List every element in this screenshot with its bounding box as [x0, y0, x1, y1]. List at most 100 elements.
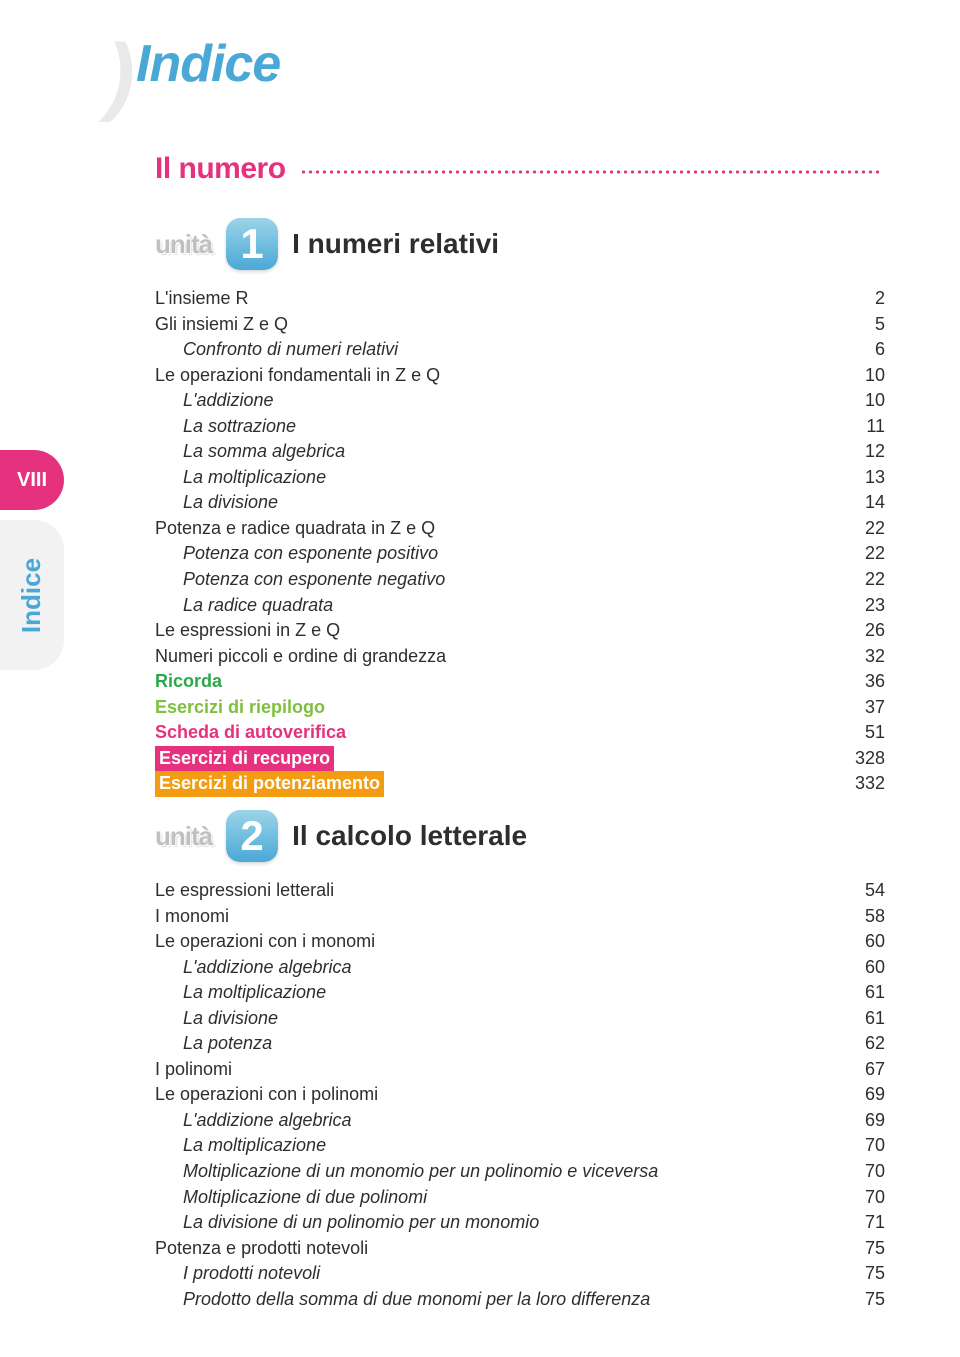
toc-row: La moltiplicazione13 — [155, 465, 885, 491]
toc-label: Le espressioni letterali — [155, 878, 835, 904]
toc-row: Moltiplicazione di due polinomi70 — [155, 1185, 885, 1211]
toc-row: La potenza62 — [155, 1031, 885, 1057]
toc-page: 11 — [835, 414, 885, 440]
toc-row: I monomi58 — [155, 904, 885, 930]
toc-row: Le espressioni letterali54 — [155, 878, 885, 904]
toc-row: La moltiplicazione61 — [155, 980, 885, 1006]
toc-page: 60 — [835, 955, 885, 981]
toc-label: Esercizi di riepilogo — [155, 695, 835, 721]
toc-page: 61 — [835, 1006, 885, 1032]
unit-number-badge: 2 — [226, 810, 278, 862]
toc-label: I polinomi — [155, 1057, 835, 1083]
page-title: Indice — [136, 34, 280, 94]
toc-row: Esercizi di recupero328 — [155, 746, 885, 772]
toc-label: Potenza con esponente negativo — [155, 567, 835, 593]
toc-row: La divisione di un polinomio per un mono… — [155, 1210, 885, 1236]
toc-row: Scheda di autoverifica 51 — [155, 720, 885, 746]
toc-page: 58 — [835, 904, 885, 930]
toc-label: La moltiplicazione — [155, 465, 835, 491]
toc-page: 67 — [835, 1057, 885, 1083]
toc-label: Le operazioni fondamentali in Z e Q — [155, 363, 835, 389]
toc-row: Potenza con esponente positivo22 — [155, 541, 885, 567]
toc-label: La moltiplicazione — [155, 980, 835, 1006]
toc-label: La moltiplicazione — [155, 1133, 835, 1159]
toc-label: Potenza e prodotti notevoli — [155, 1236, 835, 1262]
toc-page: 10 — [835, 363, 885, 389]
toc-label: Le operazioni con i polinomi — [155, 1082, 835, 1108]
toc-label-styled: Ricorda — [155, 671, 222, 691]
toc-label: La potenza — [155, 1031, 835, 1057]
toc-label: Confronto di numeri relativi — [155, 337, 835, 363]
toc-label: La divisione — [155, 1006, 835, 1032]
toc-label: L'addizione algebrica — [155, 955, 835, 981]
toc-page: 14 — [835, 490, 885, 516]
toc-page: 60 — [835, 929, 885, 955]
toc-label: L'addizione — [155, 388, 835, 414]
toc-label: Potenza con esponente positivo — [155, 541, 835, 567]
toc-label: La sottrazione — [155, 414, 835, 440]
toc-label: Le operazioni con i monomi — [155, 929, 835, 955]
toc-row: L'addizione10 — [155, 388, 885, 414]
toc-label: La somma algebrica — [155, 439, 835, 465]
toc-row: Ricorda36 — [155, 669, 885, 695]
toc-page: 70 — [835, 1159, 885, 1185]
toc-label: Moltiplicazione di due polinomi — [155, 1185, 835, 1211]
toc-row: Le operazioni con i monomi60 — [155, 929, 885, 955]
toc-label: Scheda di autoverifica — [155, 720, 835, 746]
toc-label: Le espressioni in Z e Q — [155, 618, 835, 644]
toc-label: Potenza e radice quadrata in Z e Q — [155, 516, 835, 542]
toc-row: Potenza e radice quadrata in Z e Q22 — [155, 516, 885, 542]
toc-row: La divisione14 — [155, 490, 885, 516]
page-title-shadow: ) — [106, 26, 131, 125]
toc-page: 75 — [835, 1287, 885, 1313]
unit-block: unità1I numeri relativi L'insieme R2Gli i… — [155, 218, 885, 797]
toc-label: Moltiplicazione di un monomio per un pol… — [155, 1159, 835, 1185]
toc-page: 75 — [835, 1261, 885, 1287]
toc-page: 328 — [835, 746, 885, 772]
unit-title: Il calcolo letterale — [292, 820, 527, 852]
unit-header: unità1I numeri relativi — [155, 218, 885, 270]
toc-row: I prodotti notevoli75 — [155, 1261, 885, 1287]
section-label: Il numero — [155, 152, 286, 186]
toc-row: Esercizi di riepilogo37 — [155, 695, 885, 721]
toc-page: 69 — [835, 1082, 885, 1108]
unit-title: I numeri relativi — [292, 228, 499, 260]
toc-label: La divisione di un polinomio per un mono… — [155, 1210, 835, 1236]
toc-label: Numeri piccoli e ordine di grandezza — [155, 644, 835, 670]
toc-page: 6 — [835, 337, 885, 363]
toc-row: L'addizione algebrica60 — [155, 955, 885, 981]
toc-page: 22 — [835, 567, 885, 593]
toc-page: 69 — [835, 1108, 885, 1134]
toc-label: La radice quadrata — [155, 593, 835, 619]
unit-header: unità 2 Il calcolo letterale — [155, 810, 885, 862]
unit-label: unità — [155, 821, 212, 852]
toc-row: La divisione61 — [155, 1006, 885, 1032]
side-tab-indice-label: Indice — [17, 557, 48, 632]
toc-page: 51 — [835, 720, 885, 746]
toc-page: 5 — [835, 312, 885, 338]
toc-row: Numeri piccoli e ordine di grandezza32 — [155, 644, 885, 670]
toc-row: Le espressioni in Z e Q26 — [155, 618, 885, 644]
toc-page: 70 — [835, 1133, 885, 1159]
toc-label: Gli insiemi Z e Q — [155, 312, 835, 338]
toc-page: 61 — [835, 980, 885, 1006]
toc-page: 22 — [835, 541, 885, 567]
section-dots — [300, 170, 880, 174]
toc-label: I monomi — [155, 904, 835, 930]
toc-label-styled: Esercizi di riepilogo — [155, 697, 325, 717]
toc-page: 22 — [835, 516, 885, 542]
toc-list: L'insieme R2Gli insiemi Z e Q5Confronto … — [155, 286, 885, 797]
toc-row: Gli insiemi Z e Q5 — [155, 312, 885, 338]
toc-row: Potenza e prodotti notevoli75 — [155, 1236, 885, 1262]
toc-row: L'insieme R2 — [155, 286, 885, 312]
toc-list: Le espressioni letterali54I monomi58Le o… — [155, 878, 885, 1312]
toc-label-styled: Scheda di autoverifica — [155, 722, 346, 742]
toc-row: I polinomi67 — [155, 1057, 885, 1083]
toc-row: Potenza con esponente negativo22 — [155, 567, 885, 593]
toc-page: 332 — [835, 771, 885, 797]
toc-label: L'insieme R — [155, 286, 835, 312]
toc-label: Ricorda — [155, 669, 835, 695]
toc-label-styled: Esercizi di potenziamento — [155, 771, 384, 797]
toc-page: 23 — [835, 593, 885, 619]
toc-page: 54 — [835, 878, 885, 904]
